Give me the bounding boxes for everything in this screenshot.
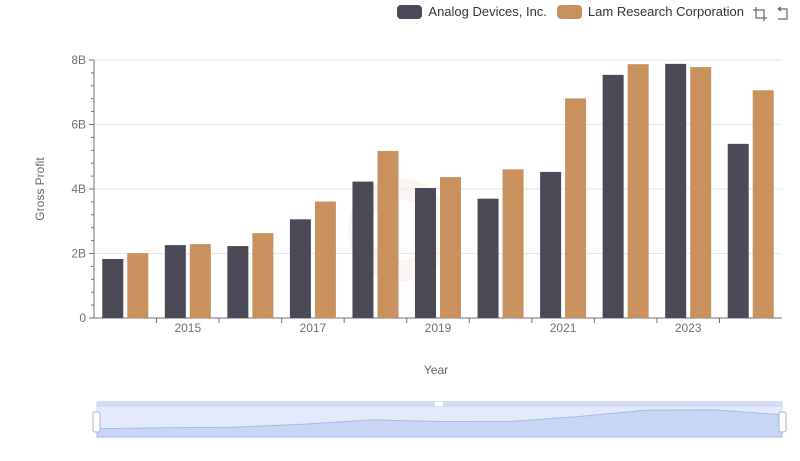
y-axis-title: Gross Profit [33, 157, 47, 221]
x-axis: 2015 2017 2019 2021 2023 [94, 317, 782, 335]
legend-label: Analog Devices, Inc. [428, 4, 547, 19]
bar-lam-research-2022[interactable] [627, 64, 649, 318]
y-tick-label: 4B [71, 182, 86, 196]
y-tick-label: 0 [79, 311, 86, 325]
legend-swatch [397, 4, 423, 19]
bar-analog-devices-2017[interactable] [289, 219, 311, 318]
bar-lam-research-2015[interactable] [189, 244, 211, 318]
bar-lam-research-2016[interactable] [252, 233, 274, 318]
legend-item-analog-devices[interactable]: Analog Devices, Inc. [397, 4, 547, 19]
restore-icon[interactable] [774, 6, 790, 22]
x-tick-label: 2021 [550, 321, 577, 335]
x-tick-label: 2017 [300, 321, 327, 335]
bar-analog-devices-2024[interactable] [727, 143, 749, 318]
legend: Analog Devices, Inc. Lam Research Corpor… [397, 4, 744, 19]
legend-label: Lam Research Corporation [587, 4, 744, 19]
bar-analog-devices-2015[interactable] [164, 245, 186, 318]
y-axis: 0 2B 4B 6B 8B [71, 53, 95, 325]
bar-lam-research-2021[interactable] [565, 98, 587, 318]
bar-lam-research-2018[interactable] [377, 150, 399, 318]
y-tick-label: 6B [71, 118, 86, 132]
slider-preview-area [96, 409, 783, 438]
y-tick-label: 2B [71, 247, 86, 261]
slider-grip[interactable] [435, 402, 443, 406]
bar-analog-devices-2023[interactable] [665, 63, 687, 319]
bar-analog-devices-2016[interactable] [227, 246, 249, 318]
bar-lam-research-2019[interactable] [440, 177, 461, 318]
bar-analog-devices-2020[interactable] [477, 198, 499, 318]
x-tick-label: 2023 [675, 321, 702, 335]
y-tick-label: 8B [71, 53, 86, 67]
legend-item-lam-research[interactable]: Lam Research Corporation [556, 4, 744, 19]
bar-analog-devices-2021[interactable] [540, 171, 562, 318]
legend-swatch [556, 4, 582, 19]
bar-lam-research-2023[interactable] [690, 67, 712, 318]
bar-lam-research-2020[interactable] [502, 169, 524, 318]
data-zoom-slider[interactable] [92, 401, 787, 438]
bar-lam-research-2014[interactable] [127, 253, 149, 318]
bars [102, 63, 774, 319]
x-tick-label: 2019 [425, 321, 452, 335]
x-axis-title: Year [424, 363, 448, 377]
bar-analog-devices-2014[interactable] [102, 258, 124, 318]
bar-analog-devices-2019[interactable] [415, 188, 436, 318]
bar-analog-devices-2018[interactable] [352, 181, 374, 318]
toolbox [752, 6, 790, 22]
bar-lam-research-2017[interactable] [314, 201, 336, 318]
slider-left-handle[interactable] [92, 411, 101, 433]
bar-lam-research-2024[interactable] [752, 90, 774, 318]
zoom-icon[interactable] [752, 6, 768, 22]
slider-right-handle[interactable] [778, 411, 787, 433]
x-tick-label: 2015 [174, 321, 201, 335]
bar-analog-devices-2022[interactable] [602, 74, 624, 319]
